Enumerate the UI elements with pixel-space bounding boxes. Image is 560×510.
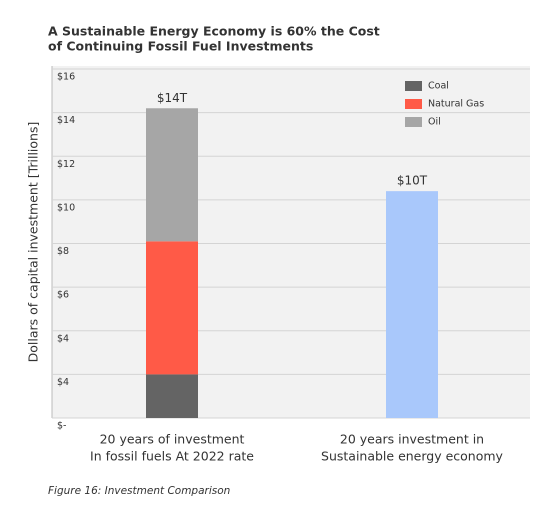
y-tick-label: $8 bbox=[57, 246, 69, 257]
x-tick-label: 20 years of investment bbox=[100, 432, 245, 447]
plot-area bbox=[52, 66, 530, 418]
y-tick-label: $14 bbox=[57, 115, 75, 126]
bar-segment bbox=[146, 374, 198, 418]
bar-label: $10T bbox=[397, 174, 428, 188]
y-tick-label: $16 bbox=[57, 72, 75, 83]
legend-swatch bbox=[405, 117, 422, 127]
legend-swatch bbox=[405, 99, 422, 109]
x-tick-label: Sustainable energy economy bbox=[321, 449, 504, 464]
legend-label: Natural Gas bbox=[428, 99, 484, 110]
y-tick-label: $10 bbox=[57, 202, 75, 213]
bar-segment bbox=[146, 241, 198, 375]
legend-label: Coal bbox=[428, 81, 449, 92]
chart-title: of Continuing Fossil Fuel Investments bbox=[48, 39, 313, 54]
bar-label: $14T bbox=[157, 91, 188, 105]
chart-title: A Sustainable Energy Economy is 60% the … bbox=[48, 24, 380, 39]
y-tick-label: $4 bbox=[57, 377, 69, 388]
y-tick-label: $6 bbox=[57, 290, 69, 301]
x-tick-label: In fossil fuels At 2022 rate bbox=[90, 449, 254, 464]
caption: Figure 16: Investment Comparison bbox=[48, 485, 230, 497]
legend-label: Oil bbox=[428, 117, 441, 128]
y-tick-label: $4 bbox=[57, 333, 69, 344]
y-tick-label: $- bbox=[57, 421, 66, 432]
y-tick-label: $12 bbox=[57, 159, 75, 170]
legend-swatch bbox=[405, 81, 422, 91]
bar-segment bbox=[386, 191, 438, 418]
bar-segment bbox=[146, 108, 198, 242]
x-tick-label: 20 years investment in bbox=[340, 432, 484, 447]
y-axis-label: Dollars of capital investment [Trillions… bbox=[26, 122, 41, 363]
